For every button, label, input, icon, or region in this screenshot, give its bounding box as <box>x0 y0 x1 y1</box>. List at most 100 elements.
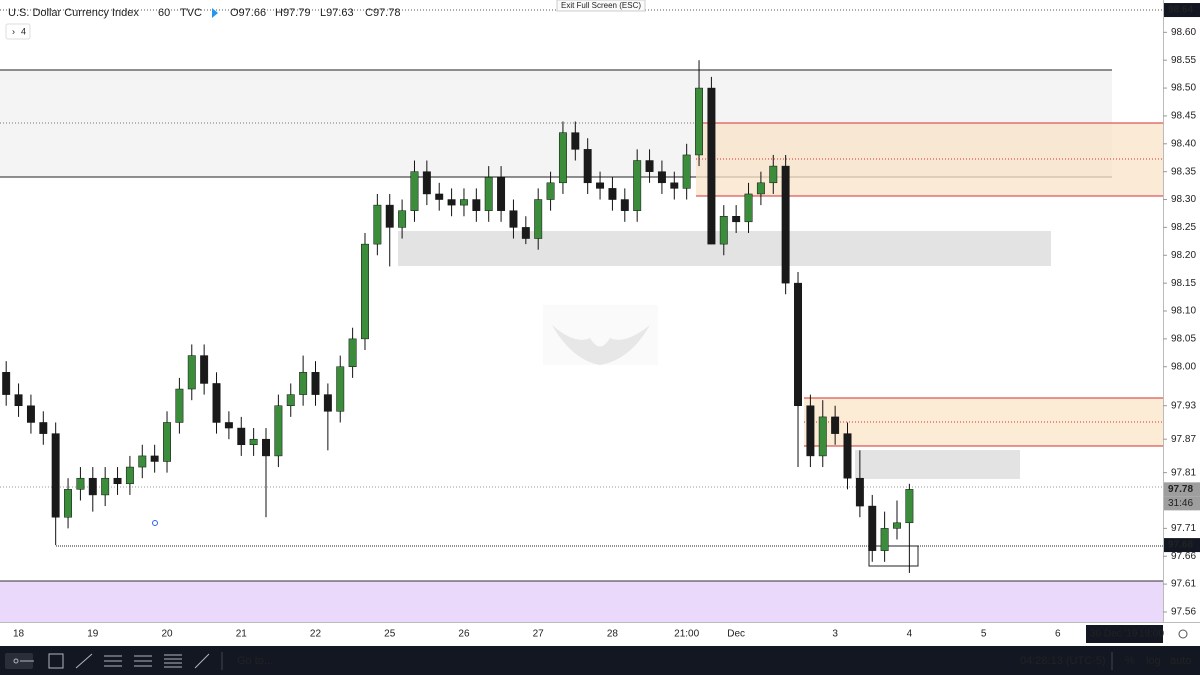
candle-body <box>905 489 914 524</box>
candle-body <box>497 176 506 211</box>
candle-body <box>719 216 728 245</box>
candle-body <box>781 165 790 284</box>
x-tick-label: 3 <box>832 629 838 640</box>
ohlc-value: C97.78 <box>365 7 400 19</box>
candle-body <box>249 438 258 446</box>
candle-body <box>138 455 147 468</box>
candle-body <box>163 422 171 462</box>
candle-body <box>385 204 394 228</box>
candle-body <box>212 383 221 423</box>
candle-body <box>348 338 357 367</box>
candle-body <box>831 416 840 434</box>
y-tick-label: 98.15 <box>1171 278 1196 289</box>
y-tick-label: 98.25 <box>1171 222 1196 233</box>
candle-body <box>2 372 11 395</box>
flag-icon[interactable] <box>212 8 218 18</box>
ohlc-value: H97.79 <box>275 7 310 19</box>
candle-body <box>76 477 85 490</box>
x-tick-label: 6 <box>1055 629 1061 640</box>
candle-body <box>558 132 567 184</box>
candles <box>2 60 914 573</box>
clock: 04:28:13 (UTC-5) <box>1020 655 1106 667</box>
candle-body <box>657 171 666 184</box>
crosshair-time: 19:00 <box>1139 629 1164 640</box>
y-tick-label: 97.81 <box>1171 467 1196 478</box>
candle-body <box>125 466 134 485</box>
exit-button[interactable] <box>556 0 646 12</box>
y-tick-label: 98.55 <box>1171 55 1196 66</box>
zone-gray <box>855 450 1020 479</box>
log-toggle[interactable]: log <box>1146 655 1161 667</box>
x-tick-label: 4 <box>907 629 913 640</box>
range-box <box>868 545 919 567</box>
percent-toggle[interactable]: % <box>1125 655 1135 667</box>
y-tick-label: 98.05 <box>1171 334 1196 345</box>
zone-purple <box>0 581 1163 622</box>
zone-orange <box>804 398 1163 446</box>
candle-body <box>521 227 530 239</box>
candle-body <box>447 199 456 206</box>
crosshair-date: 30 Dec '19 <box>1090 629 1138 640</box>
candle-body <box>645 160 654 172</box>
y-tick-label: 97.93 <box>1171 400 1196 411</box>
candle-body <box>200 355 209 384</box>
y-tick-label: 98.35 <box>1171 166 1196 177</box>
countdown-badge <box>1164 496 1200 511</box>
exit-text[interactable]: Exit Full Screen (ESC) <box>561 1 641 10</box>
candle-body <box>484 176 493 211</box>
x-tick-label: 21 <box>236 629 248 640</box>
collapse-count[interactable]: 4 <box>21 26 26 36</box>
candle-body <box>868 505 877 551</box>
x-tick-label: Dec <box>727 629 745 640</box>
y-tick-label: 97.66 <box>1171 551 1196 562</box>
candle-body <box>262 438 270 457</box>
candle-body <box>150 455 159 462</box>
candle-body <box>806 405 815 457</box>
candle-body <box>64 489 73 518</box>
candle-body <box>583 149 592 184</box>
candle-body <box>361 243 369 340</box>
candle-body <box>682 154 691 189</box>
x-tick-label: 18 <box>13 629 25 640</box>
candle-body <box>299 372 308 395</box>
candle-body <box>435 193 444 200</box>
candle-body <box>237 427 246 446</box>
marker <box>152 520 158 526</box>
interval: 60 <box>158 7 170 19</box>
candle-body <box>744 193 753 223</box>
candle-body <box>695 87 703 156</box>
price-badge-label: 98.64 <box>1168 5 1193 16</box>
price-badge-label: 97.78 <box>1168 484 1193 495</box>
x-tick-label: 27 <box>533 629 545 640</box>
candle-body <box>39 422 48 434</box>
price-badge-label: 97.68 <box>1168 540 1193 551</box>
candle-body <box>311 372 320 395</box>
countdown: 31:46 <box>1168 498 1193 509</box>
y-tick-label: 98.20 <box>1171 250 1196 261</box>
candle-body <box>732 216 741 223</box>
tool-icons[interactable] <box>5 629 1188 670</box>
candle-body <box>843 433 852 479</box>
candle-body <box>460 199 468 206</box>
watermark <box>543 305 658 365</box>
candle-body <box>286 394 295 406</box>
x-tick-label: 22 <box>310 629 322 640</box>
y-tick-label: 98.45 <box>1171 111 1196 122</box>
collapse-arrow[interactable]: › <box>12 26 15 36</box>
toolbar <box>0 646 1200 675</box>
x-tick-label: 19 <box>87 629 99 640</box>
candle-body <box>509 210 518 228</box>
y-tick-label: 98.10 <box>1171 306 1196 317</box>
y-tick-label: 97.87 <box>1171 434 1196 445</box>
collapse-box[interactable] <box>5 23 31 40</box>
price-badge <box>1164 482 1200 497</box>
candle-body <box>336 366 345 412</box>
x-tick-label: 28 <box>607 629 619 640</box>
candle-body <box>620 199 629 211</box>
auto-toggle[interactable]: auto <box>1170 655 1191 667</box>
candle-body <box>274 405 283 457</box>
candle-body <box>323 394 332 412</box>
goto[interactable]: Go to... <box>237 655 273 667</box>
y-tick-label: 98.00 <box>1171 361 1196 372</box>
